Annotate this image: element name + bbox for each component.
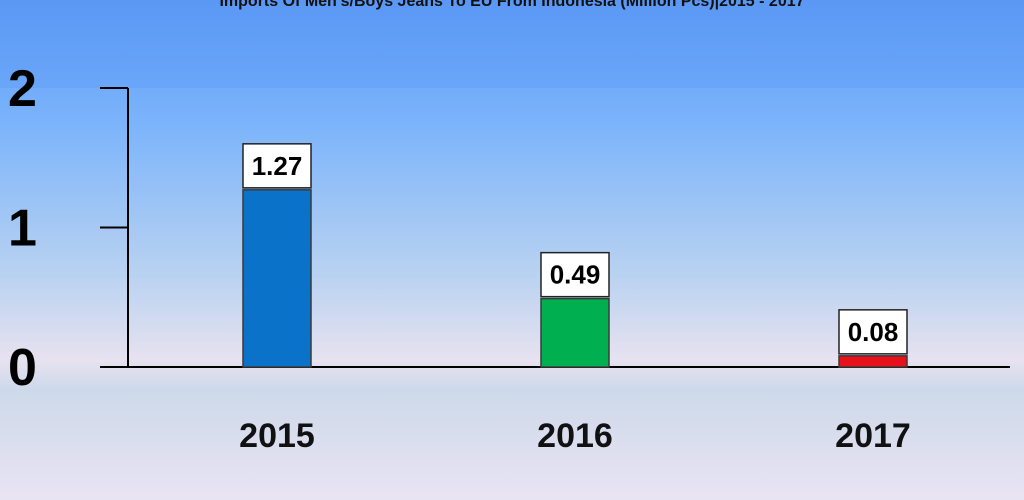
- bar: [540, 297, 610, 368]
- plot-band: [0, 0, 1024, 88]
- bar: [838, 355, 908, 368]
- x-tick-label: 2015: [239, 417, 315, 455]
- chart-title: Imports Of Men's/Boys Jeans To EU From I…: [219, 0, 805, 10]
- y-tick-label: 2: [8, 60, 37, 118]
- data-label: 1.27: [252, 151, 303, 181]
- y-tick-label: 1: [8, 200, 37, 258]
- data-label: 0.49: [550, 260, 601, 290]
- x-tick-label: 2017: [835, 417, 911, 455]
- data-label: 0.08: [848, 317, 899, 347]
- data-label-box: [838, 309, 908, 355]
- x-tick-label: 2016: [537, 417, 613, 455]
- data-label-box: [540, 251, 610, 298]
- bar: [242, 189, 312, 368]
- data-label-box: [242, 143, 312, 189]
- y-tick-label: 0: [8, 339, 37, 397]
